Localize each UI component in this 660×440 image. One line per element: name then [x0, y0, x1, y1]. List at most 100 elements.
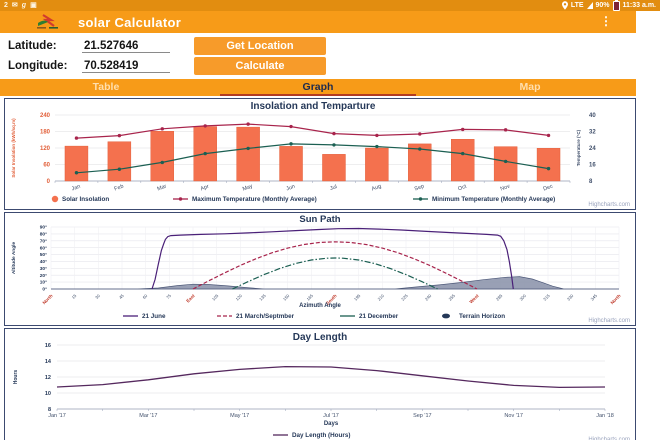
tab-graph[interactable]: Graph — [212, 79, 424, 96]
legend-item[interactable]: Terrain Horizon — [442, 313, 505, 320]
legend-item[interactable]: Minimum Temperature (Monthly Average) — [413, 196, 555, 203]
svg-text:North: North — [610, 293, 622, 305]
svg-text:120: 120 — [40, 146, 51, 152]
svg-text:180: 180 — [40, 130, 51, 136]
svg-text:Jul '17: Jul '17 — [323, 413, 339, 419]
signal-strength-icon — [586, 2, 593, 9]
legend-item[interactable]: 21 March/Septmber — [217, 313, 295, 320]
clock-label: 11:33 a.m. — [622, 2, 656, 9]
insolation-bar — [322, 154, 346, 182]
svg-text:Nov '17: Nov '17 — [504, 413, 522, 419]
svg-text:Azimuth Angle: Azimuth Angle — [299, 303, 341, 309]
svg-text:16: 16 — [45, 343, 51, 349]
svg-text:45: 45 — [118, 293, 125, 300]
svg-text:Solar Insolation: Solar Insolation — [62, 196, 109, 203]
svg-text:330: 330 — [566, 293, 575, 302]
tab-bar: Table Graph Map — [0, 79, 636, 96]
svg-text:225: 225 — [400, 293, 409, 302]
svg-text:West: West — [468, 293, 480, 305]
highcharts-credits[interactable]: Highcharts.com — [588, 202, 630, 208]
insolation-bar — [493, 146, 518, 182]
coordinates-form: Latitude: Get Location Longitude: Calcul… — [0, 33, 636, 77]
insolation-bar — [107, 141, 132, 182]
svg-text:32: 32 — [589, 130, 596, 136]
longitude-input[interactable] — [82, 59, 170, 73]
svg-text:21 December: 21 December — [359, 313, 399, 320]
svg-text:Maximum Temperature (Monthly A: Maximum Temperature (Monthly Average) — [192, 196, 317, 203]
svg-text:Days: Days — [324, 421, 339, 427]
insolation-bar — [365, 147, 389, 182]
svg-text:Day Length (Hours): Day Length (Hours) — [292, 432, 350, 439]
overflow-menu-icon[interactable]: ⋮ — [600, 14, 612, 28]
series--june — [151, 227, 514, 290]
svg-text:105: 105 — [211, 293, 220, 302]
latitude-label: Latitude: — [8, 40, 57, 52]
svg-text:North: North — [42, 293, 54, 305]
svg-text:75: 75 — [165, 293, 172, 300]
svg-text:Feb: Feb — [114, 184, 125, 193]
series-day-length — [56, 365, 606, 389]
svg-text:60: 60 — [43, 163, 50, 169]
battery-percent-label: 90% — [595, 2, 610, 9]
series-maximum-temperature-monthly-average- — [74, 122, 551, 140]
svg-text:Sep: Sep — [414, 184, 425, 193]
legend-item[interactable]: 21 June — [123, 313, 166, 320]
svg-text:135: 135 — [258, 293, 267, 302]
highcharts-credits[interactable]: Highcharts.com — [588, 437, 630, 440]
series-solar-insolation — [64, 126, 561, 182]
svg-text:Jan '18: Jan '18 — [596, 413, 614, 419]
svg-text:14: 14 — [45, 359, 52, 365]
highcharts-credits[interactable]: Highcharts.com — [588, 318, 630, 324]
charts-container: Insolation and Temparture 0 60 120 180 240 8 16… — [0, 96, 636, 440]
svg-text:0°: 0° — [42, 287, 47, 293]
svg-text:Terrain Horizon: Terrain Horizon — [459, 313, 505, 320]
get-location-button[interactable]: Get Location — [194, 37, 326, 55]
svg-text:Insolation and Temparture: Insolation and Temparture — [251, 101, 376, 112]
sun-path-chart: Sun Path 0°10°20°30°40°50°60°70°80°90° Nor… — [11, 214, 622, 320]
legend-item[interactable]: Solar Insolation — [51, 195, 110, 203]
insolation-bar — [64, 145, 89, 182]
svg-text:240: 240 — [424, 293, 433, 302]
svg-text:315: 315 — [542, 293, 551, 302]
calculate-button[interactable]: Calculate — [194, 57, 326, 75]
svg-text:Jun: Jun — [286, 184, 296, 193]
svg-text:10: 10 — [45, 391, 51, 397]
longitude-row: Longitude: Calculate — [8, 56, 636, 76]
insolation-temperature-chart: Insolation and Temparture 0 60 120 180 240 8 16… — [11, 101, 596, 203]
svg-text:150: 150 — [282, 293, 291, 302]
tab-map[interactable]: Map — [519, 81, 541, 93]
svg-text:60°: 60° — [40, 245, 47, 251]
svg-text:8: 8 — [589, 179, 593, 185]
svg-text:12: 12 — [45, 375, 51, 381]
series-minimum-temperature-monthly-average- — [74, 142, 551, 175]
svg-text:120: 120 — [235, 293, 244, 302]
svg-text:16: 16 — [589, 163, 596, 169]
location-pin-icon — [561, 1, 568, 10]
latitude-input[interactable] — [82, 39, 170, 53]
svg-text:21 March/Septmber: 21 March/Septmber — [236, 313, 295, 320]
svg-text:90°: 90° — [40, 225, 47, 231]
svg-text:40°: 40° — [40, 259, 47, 265]
tab-table[interactable]: Table — [92, 81, 120, 93]
network-type-label: LTE — [570, 2, 584, 9]
latitude-row: Latitude: Get Location — [8, 36, 636, 56]
svg-text:0: 0 — [47, 179, 51, 185]
sim-icon: 2 — [4, 2, 8, 9]
svg-text:Altitude Angle: Altitude Angle — [11, 242, 17, 275]
legend-item[interactable]: Day Length (Hours) — [273, 432, 350, 439]
svg-text:210: 210 — [377, 293, 386, 302]
svg-text:Mar: Mar — [156, 184, 167, 193]
svg-text:21 June: 21 June — [142, 313, 166, 320]
svg-text:Nov: Nov — [500, 183, 511, 192]
legend-item[interactable]: 21 December — [340, 313, 399, 320]
legend-item[interactable]: Maximum Temperature (Monthly Average) — [173, 196, 317, 203]
day-length-chart: Day Length 8 10 12 14 16 Jan '17 Mar '17 May '17… — [13, 332, 614, 439]
svg-text:30: 30 — [94, 293, 101, 300]
svg-text:Hours: Hours — [13, 370, 19, 385]
google-icon: g — [21, 2, 27, 9]
insolation-chart-panel: Insolation and Temparture 0 60 120 180 240 8 16… — [4, 98, 636, 210]
svg-text:20°: 20° — [40, 273, 47, 279]
page-title: solar Calculator — [78, 14, 182, 30]
app-region: solar Calculator ⋮ Latitude: Get Locatio… — [0, 11, 636, 440]
svg-text:40: 40 — [589, 113, 596, 119]
